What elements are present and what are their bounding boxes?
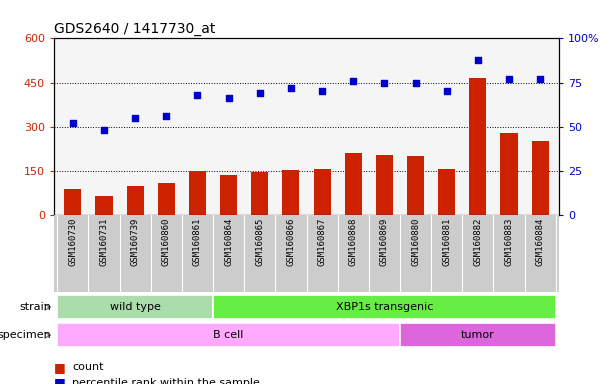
Bar	[213, 295, 556, 319]
Bar	[469, 78, 486, 215]
Bar	[96, 196, 112, 215]
Point	[255, 90, 264, 96]
Text: GSM160882: GSM160882	[474, 217, 483, 266]
Text: GSM160865: GSM160865	[255, 217, 264, 266]
Point	[99, 127, 109, 133]
Point	[473, 56, 483, 63]
Text: GSM160867: GSM160867	[317, 217, 326, 266]
Bar	[220, 175, 237, 215]
Bar	[57, 295, 213, 319]
Point	[442, 88, 451, 94]
Bar	[376, 155, 393, 215]
Bar	[407, 156, 424, 215]
Point	[535, 76, 545, 82]
Bar	[57, 323, 400, 347]
Point	[410, 79, 420, 86]
Point	[286, 85, 296, 91]
Bar	[438, 169, 456, 215]
Bar	[345, 153, 362, 215]
Text: GSM160860: GSM160860	[162, 217, 171, 266]
Text: wild type: wild type	[109, 302, 160, 312]
Point	[317, 88, 327, 94]
Point	[224, 95, 233, 101]
Text: GSM160881: GSM160881	[442, 217, 451, 266]
Point	[504, 76, 514, 82]
Bar	[64, 189, 81, 215]
Text: GSM160880: GSM160880	[411, 217, 420, 266]
Bar	[501, 132, 517, 215]
Text: ■: ■	[54, 376, 66, 384]
Text: count: count	[72, 362, 103, 372]
Text: GSM160730: GSM160730	[69, 217, 78, 266]
Text: percentile rank within the sample: percentile rank within the sample	[72, 378, 260, 384]
Bar	[251, 172, 268, 215]
Text: GSM160866: GSM160866	[287, 217, 296, 266]
Point	[68, 120, 78, 126]
Text: GDS2640 / 1417730_at: GDS2640 / 1417730_at	[54, 22, 216, 36]
Text: XBP1s transgenic: XBP1s transgenic	[336, 302, 433, 312]
Text: ■: ■	[54, 361, 66, 374]
Point	[349, 78, 358, 84]
Text: GSM160869: GSM160869	[380, 217, 389, 266]
Point	[380, 79, 389, 86]
Bar	[189, 172, 206, 215]
Text: GSM160861: GSM160861	[193, 217, 202, 266]
Bar	[157, 183, 175, 215]
Text: strain: strain	[19, 302, 51, 312]
Text: GSM160731: GSM160731	[99, 217, 108, 266]
Bar	[282, 170, 299, 215]
Text: GSM160868: GSM160868	[349, 217, 358, 266]
Bar	[127, 185, 144, 215]
Text: B cell: B cell	[213, 330, 244, 340]
Text: GSM160884: GSM160884	[535, 217, 545, 266]
Point	[162, 113, 171, 119]
Point	[193, 92, 203, 98]
Bar	[532, 141, 549, 215]
Text: specimen: specimen	[0, 330, 51, 340]
Bar	[400, 323, 556, 347]
Point	[130, 115, 140, 121]
Text: GSM160883: GSM160883	[505, 217, 514, 266]
Text: tumor: tumor	[461, 330, 495, 340]
Text: GSM160864: GSM160864	[224, 217, 233, 266]
Text: GSM160739: GSM160739	[130, 217, 139, 266]
Bar	[314, 169, 331, 215]
